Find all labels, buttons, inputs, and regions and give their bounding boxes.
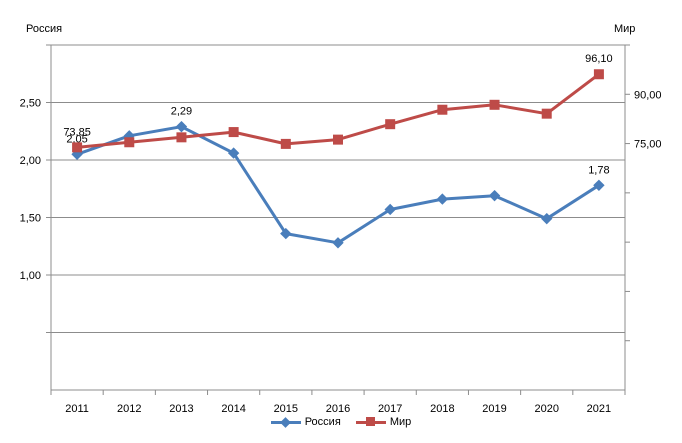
data-point [176,132,187,143]
legend-label-world: Мир [389,416,412,428]
x-tick-label: 2013 [169,403,193,415]
axes: 2011 2012 2013 2014 2015 2016 2017 2018 2019 2020… [20,44,662,415]
right-axis-title: Мир [614,23,635,35]
left-axis-title: Россия [26,23,62,35]
data-point [384,203,396,216]
left-tick-label: 1,00 [20,270,41,282]
legend-swatch-russia [270,416,301,428]
series-layer: 2,05 2,29 1,78 73,85 96,10 [63,53,613,249]
data-point [541,108,552,119]
data-point [124,137,135,148]
data-point [72,142,83,153]
x-tick-label: 2012 [117,403,141,415]
data-label: 2,05 [66,133,87,145]
data-point [227,147,240,159]
legend-label-russia: Россия [304,416,341,428]
x-tick-label: 2021 [587,403,611,415]
data-point [488,189,501,202]
data-point [280,138,291,149]
x-tick-label: 2018 [430,403,454,415]
legend-item-world: Мир [355,416,412,428]
data-label: 96,10 [585,53,613,65]
x-tick-label: 2017 [378,403,402,415]
data-point [593,179,605,192]
right-tick-label: 90,00 [634,89,662,101]
legend-item-russia: Россия [270,416,341,428]
data-point [385,119,396,130]
left-tick-label: 2,50 [20,98,41,110]
data-label: 2,29 [171,106,192,118]
data-label: 1,78 [588,164,609,176]
right-tick-label: 75,00 [634,139,662,151]
legend: Россия Мир [0,416,682,431]
x-tick-label: 2011 [65,403,89,415]
x-tick-label: 2014 [221,403,245,415]
data-point [175,120,188,133]
x-tick-label: 2016 [326,403,350,415]
data-point [489,99,500,110]
legend-swatch-world [355,416,386,428]
data-point [228,127,239,138]
x-tick-label: 2015 [274,403,298,415]
data-point [332,237,344,249]
x-tick-label: 2019 [482,403,506,415]
data-point [437,104,448,115]
data-point [541,212,553,225]
left-tick-label: 1,50 [20,213,41,225]
data-point [436,193,449,205]
data-point [593,69,604,80]
left-tick-label: 2,00 [20,155,41,167]
grid-lines [51,44,625,333]
data-point [333,134,343,145]
data-point [280,227,292,240]
x-tick-label: 2020 [534,403,558,415]
data-label: 73,85 [63,126,91,138]
